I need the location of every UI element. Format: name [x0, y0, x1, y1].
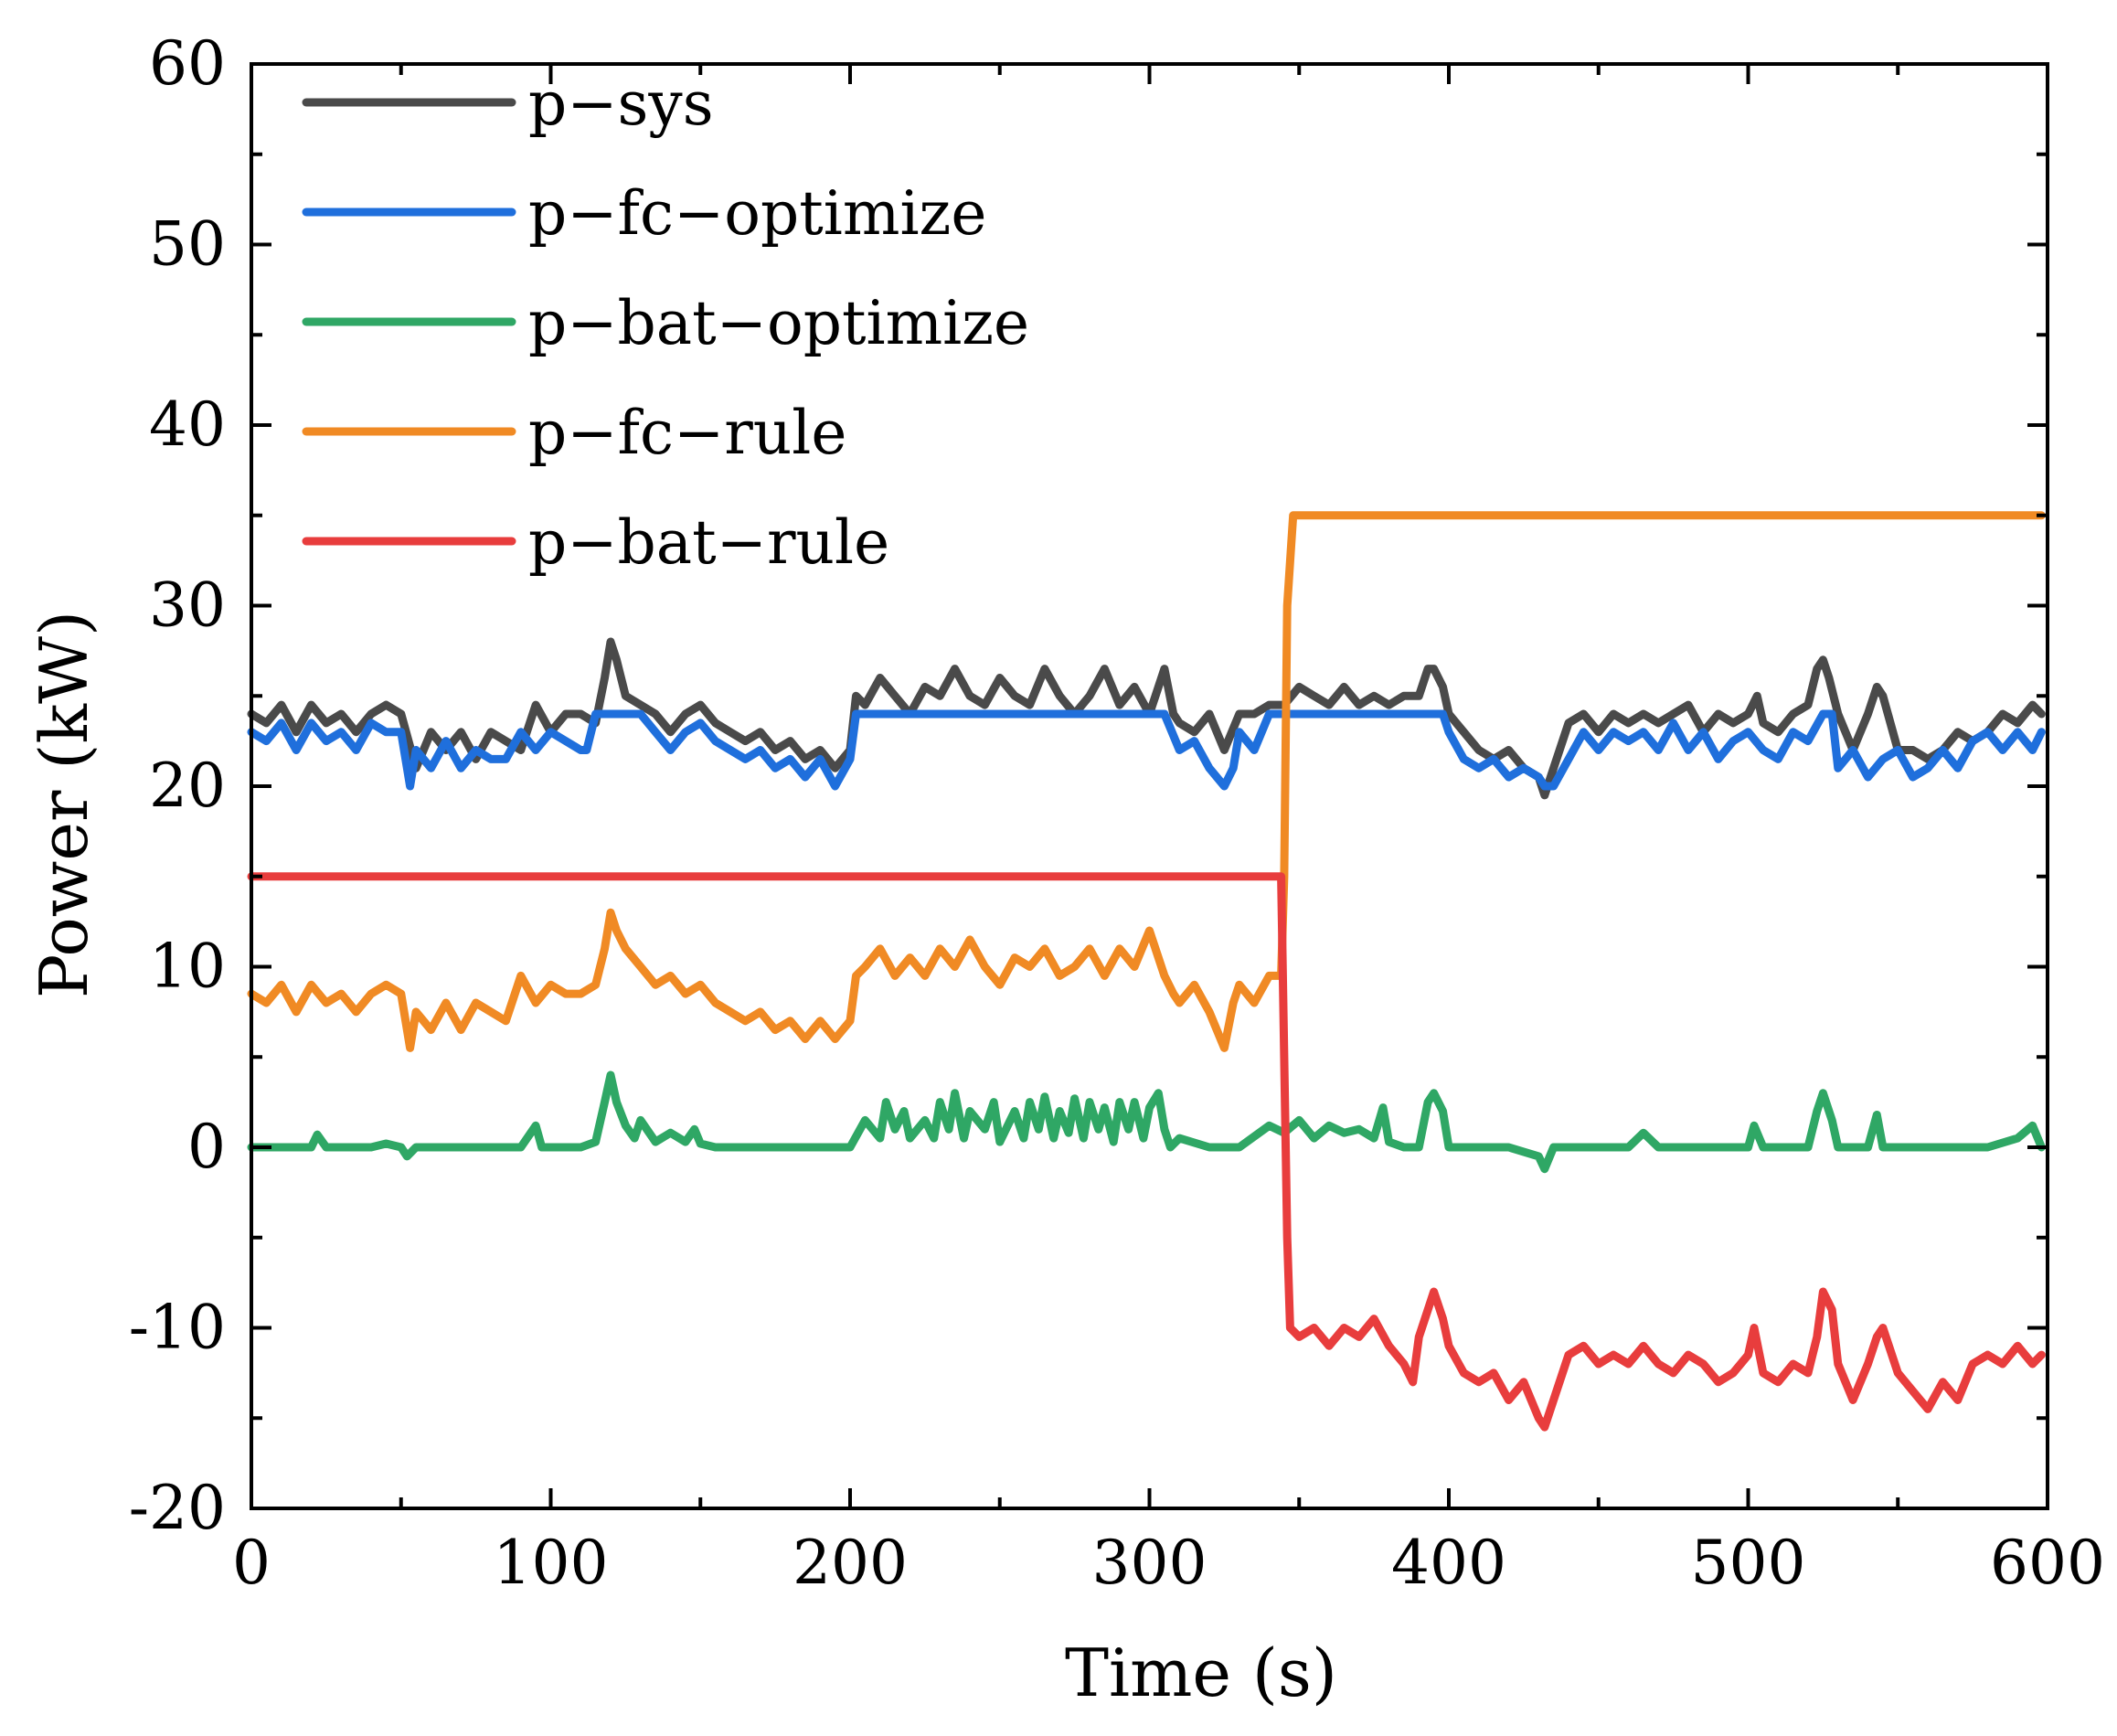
x-axis-title: Time (s) [1065, 1635, 1337, 1711]
x-tick-label: 200 [793, 1528, 908, 1598]
legend-label-3: p−bat−optimize [528, 288, 1029, 358]
x-tick-label: 100 [494, 1528, 609, 1598]
y-axis-title: Power (kW) [26, 611, 102, 998]
series-line-3 [247, 1070, 2046, 1174]
legend-label-4: p−fc−rule [528, 398, 846, 468]
y-tick-label: 40 [149, 389, 226, 460]
y-tick-label: 10 [149, 932, 226, 1002]
series-line-2 [247, 709, 2046, 791]
series-line-4 [247, 511, 2046, 1052]
legend-label-1: p−sys [528, 69, 714, 139]
legend: p−sys p−fc−optimize p−bat−optimize p−fc−rul… [302, 69, 1029, 578]
legend-label-5: p−bat−rule [528, 507, 889, 578]
series-line-1 [247, 637, 2046, 800]
y-tick-label: 30 [149, 570, 226, 641]
x-tick-label: 300 [1092, 1528, 1207, 1598]
y-tick-label: -20 [129, 1473, 226, 1543]
y-tick-label: -10 [129, 1293, 226, 1363]
legend-label-2: p−fc−optimize [528, 178, 986, 249]
y-tick-label: 20 [149, 751, 226, 821]
y-tick-label: 50 [149, 209, 226, 280]
x-tick-label: 500 [1691, 1528, 1806, 1598]
series-line-5 [247, 872, 2046, 1432]
x-tick-label: 400 [1391, 1528, 1506, 1598]
axes-layer: 0 100 200 300 400 500 600 -20 -10 0 10 20 30 40 50 60 [129, 28, 2105, 1598]
y-tick-label: 60 [149, 28, 226, 99]
x-tick-label: 0 [232, 1528, 271, 1598]
y-tick-label: 0 [187, 1112, 226, 1182]
x-tick-label: 600 [1990, 1528, 2105, 1598]
series-layer [247, 511, 2046, 1432]
